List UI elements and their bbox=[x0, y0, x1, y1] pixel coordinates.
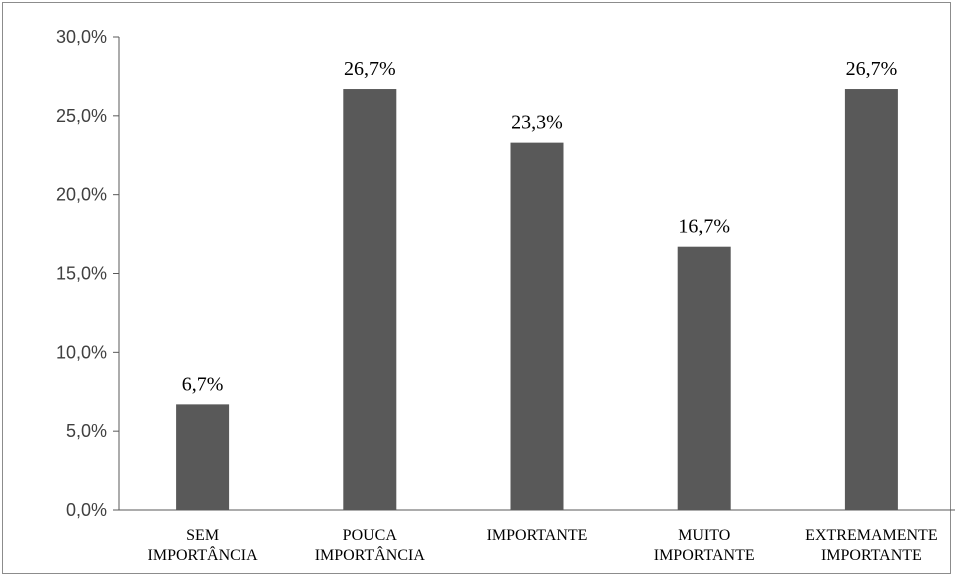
x-tick-label: IMPORTÂNCIA bbox=[315, 545, 426, 564]
y-tick-label: 10,0% bbox=[56, 342, 107, 362]
x-tick-label: IMPORTANTE bbox=[654, 547, 755, 564]
bar bbox=[510, 142, 564, 511]
x-tick-label: POUCA bbox=[343, 527, 398, 544]
data-label: 23,3% bbox=[511, 112, 563, 134]
x-tick-label: IMPORTÂNCIA bbox=[148, 545, 259, 564]
data-label: 26,7% bbox=[846, 58, 898, 80]
y-tick-label: 25,0% bbox=[56, 106, 107, 126]
data-label: 26,7% bbox=[344, 58, 396, 80]
bar bbox=[844, 89, 898, 510]
bar bbox=[677, 246, 731, 511]
y-tick-label: 20,0% bbox=[56, 185, 107, 205]
x-tick-label: EXTREMAMENTE bbox=[805, 527, 937, 544]
y-tick-label: 15,0% bbox=[56, 264, 107, 284]
y-tick-label: 30,0% bbox=[56, 27, 107, 47]
x-tick-label: IMPORTANTE bbox=[487, 527, 588, 544]
data-label: 16,7% bbox=[678, 216, 730, 238]
y-tick-label: 5,0% bbox=[66, 421, 107, 441]
x-tick-label: IMPORTANTE bbox=[821, 547, 922, 564]
y-tick-label: 0,0% bbox=[66, 500, 107, 520]
bar bbox=[343, 89, 397, 510]
bar bbox=[176, 404, 230, 510]
x-tick-label: SEM bbox=[186, 527, 219, 544]
data-label: 6,7% bbox=[182, 373, 224, 395]
x-tick-label: MUITO bbox=[678, 527, 730, 544]
